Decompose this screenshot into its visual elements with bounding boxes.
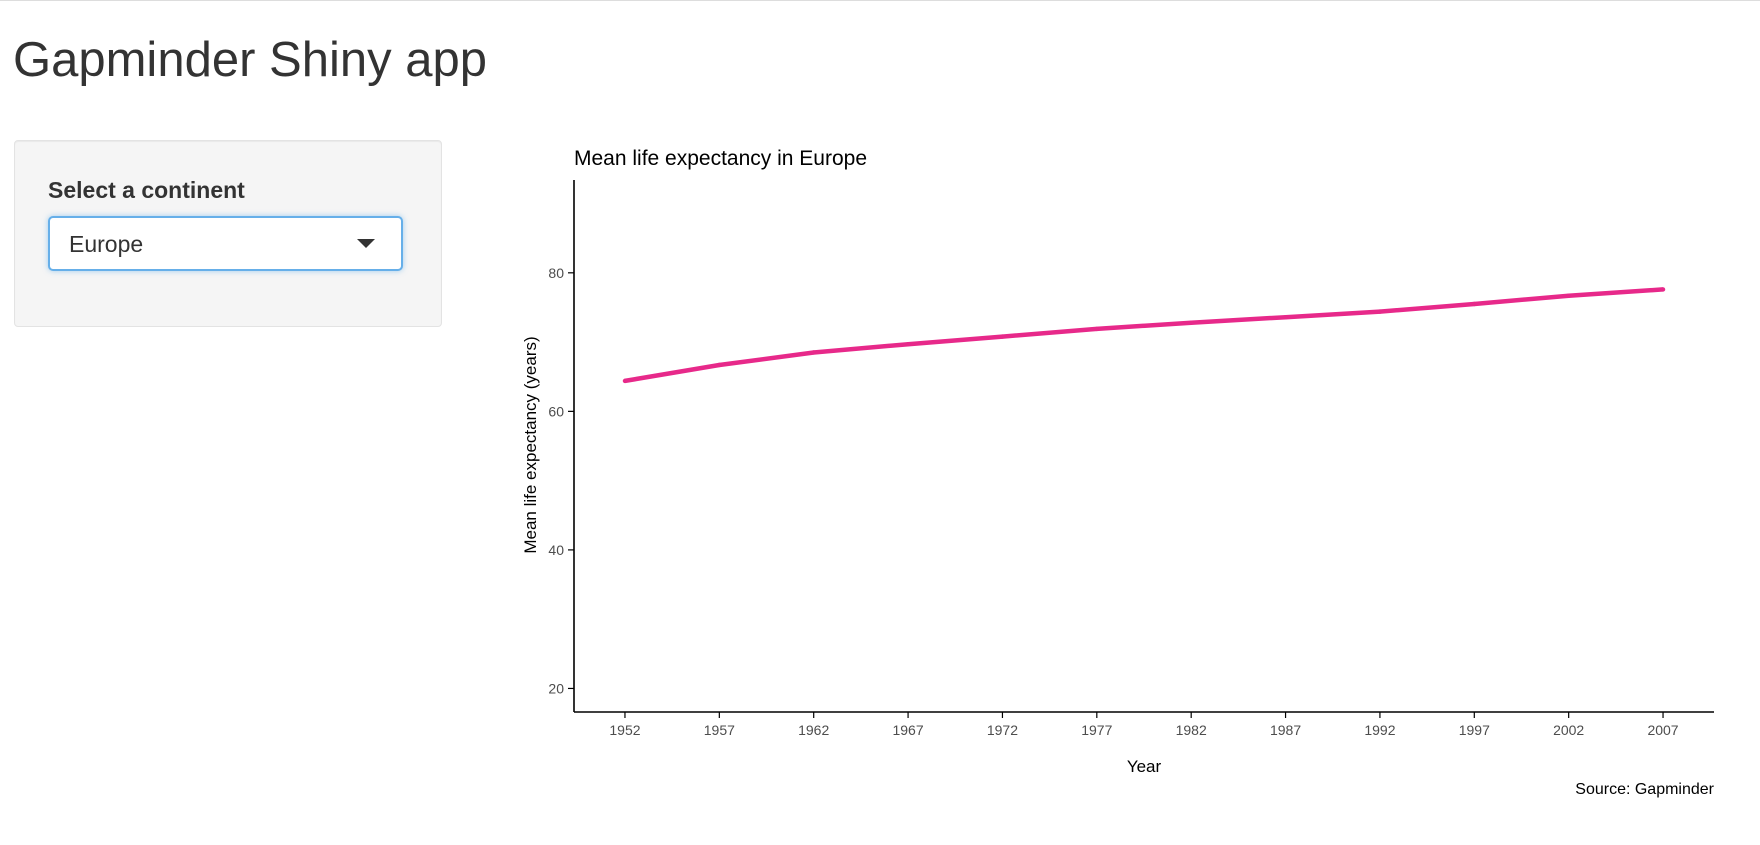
x-tick-label: 1982: [1176, 722, 1207, 738]
x-tick-label: 1987: [1270, 722, 1301, 738]
data-point: [811, 350, 816, 355]
x-tick-label: 1962: [798, 722, 829, 738]
data-point: [1660, 287, 1666, 292]
x-tick-label: 1992: [1364, 722, 1395, 738]
x-tick-label: 1967: [892, 722, 923, 738]
x-tick-label: 1997: [1459, 722, 1490, 738]
chevron-down-icon: [357, 239, 375, 248]
data-point: [622, 378, 628, 384]
chart-title: Mean life expectancy in Europe: [574, 147, 867, 170]
series-europe: [622, 287, 1666, 384]
x-ticks: 1952 1957 1962 1967 1972 1977 1982 1987 1992 1997…: [609, 712, 1679, 738]
data-point: [1566, 293, 1571, 298]
app-title: Gapminder Shiny app: [13, 33, 487, 87]
data-point: [717, 362, 722, 368]
chart-axes: [573, 180, 1714, 713]
x-axis-label: Year: [1127, 757, 1162, 776]
data-point: [1094, 326, 1100, 332]
x-tick-label: 2002: [1553, 722, 1584, 738]
y-tick-label: 80: [548, 265, 564, 281]
y-tick-label: 20: [548, 680, 564, 696]
data-point: [1472, 301, 1477, 307]
data-point: [1188, 320, 1194, 325]
x-tick-label: 1977: [1081, 722, 1112, 738]
chart-caption: Source: Gapminder: [1575, 781, 1714, 798]
data-point: [1377, 309, 1383, 314]
y-tick-label: 60: [548, 403, 564, 419]
x-tick-label: 1952: [609, 722, 640, 738]
series-line: [624, 287, 1664, 384]
data-point: [905, 341, 911, 347]
sidebar-panel: Select a continent Europe: [14, 140, 442, 327]
life-expectancy-chart: Mean life expectancy in Europe 20406080 …: [521, 147, 1715, 798]
x-tick-label: 1957: [704, 722, 735, 738]
data-point: [1283, 314, 1288, 320]
data-point: [1000, 334, 1005, 339]
x-tick-label: 2007: [1647, 722, 1678, 738]
continent-select-value: Europe: [69, 231, 144, 257]
y-axis-label: Mean life expectancy (years): [521, 336, 540, 553]
continent-select[interactable]: Europe: [48, 216, 403, 271]
x-tick-label: 1972: [987, 722, 1018, 738]
y-tick-label: 40: [548, 542, 564, 558]
continent-label: Select a continent: [48, 177, 245, 203]
top-border: [0, 0, 1760, 1]
y-ticks: 20 40 60 80: [548, 265, 574, 696]
